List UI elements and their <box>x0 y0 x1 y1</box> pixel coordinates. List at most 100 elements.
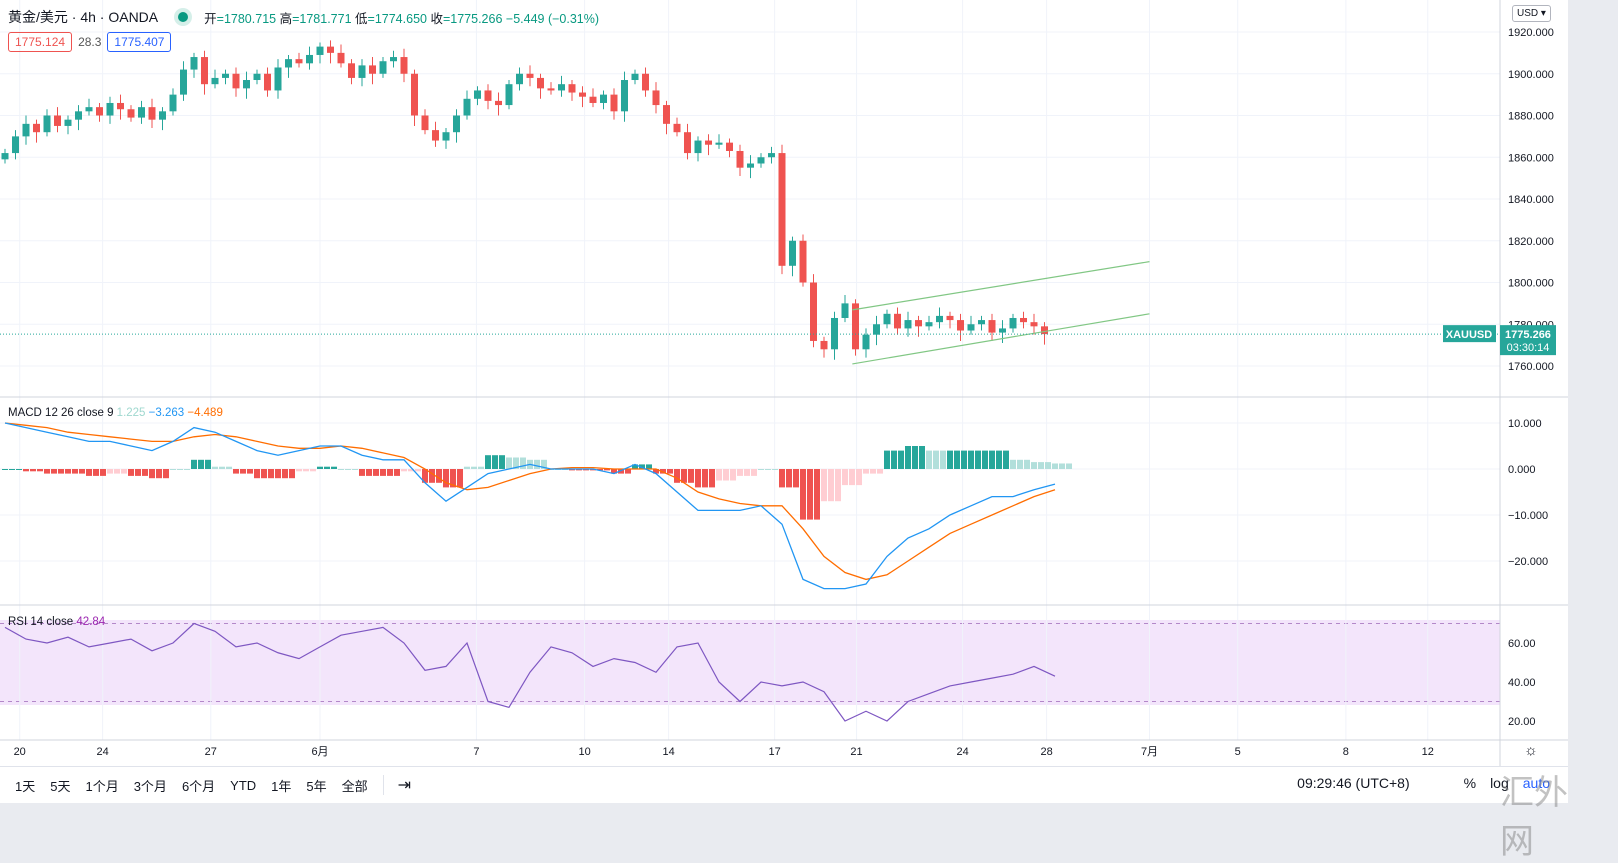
candle-body <box>138 107 145 118</box>
candle-body <box>222 73 229 78</box>
macd-histogram-bar <box>751 469 757 476</box>
candle-body <box>1020 317 1027 323</box>
last-price-value: 1775.266 <box>1505 329 1551 341</box>
symbol-title[interactable]: 黄金/美元 · 4h · OANDA <box>8 9 159 25</box>
macd-histogram-bar <box>408 469 414 472</box>
macd-histogram-bar <box>513 457 519 469</box>
macd-histogram-bar <box>954 450 960 469</box>
candle-body <box>684 132 691 154</box>
channel-trendline <box>852 261 1150 311</box>
candle-body <box>169 94 177 112</box>
time-axis-label: 10 <box>578 746 590 758</box>
macd-histogram-bar <box>226 466 232 469</box>
macd-histogram-bar <box>177 469 183 470</box>
macd-histogram-bar <box>849 469 855 486</box>
rsi-legend: RSI 14 close 42.84 <box>8 616 106 628</box>
range-5d[interactable]: 5天 <box>50 778 71 794</box>
macd-histogram-bar <box>373 469 379 476</box>
market-open-icon <box>178 12 189 22</box>
range-1d[interactable]: 1天 <box>15 778 36 794</box>
candle-body <box>810 282 817 341</box>
macd-histogram-bar <box>380 469 386 476</box>
time-axis-label: 14 <box>662 746 674 758</box>
macd-histogram-bar <box>492 455 498 469</box>
candle-body <box>768 153 775 158</box>
timezone-clock[interactable]: 09:29:46 (UTC+8) <box>1297 775 1410 791</box>
macd-histogram-bar <box>926 450 932 469</box>
candle-body <box>1030 322 1038 327</box>
candle-body <box>547 88 555 91</box>
candle-body <box>705 140 712 145</box>
candle-body <box>75 111 82 120</box>
buy-price-button[interactable]: 1775.407 <box>107 32 172 52</box>
sell-price-button[interactable]: 1775.124 <box>8 32 73 52</box>
auto-toggle[interactable]: auto <box>1522 775 1550 791</box>
range-3m[interactable]: 3个月 <box>133 778 167 794</box>
percent-toggle[interactable]: % <box>1463 775 1477 791</box>
chart-canvas[interactable]: 2024276月71014172124287月58121760.0001780.… <box>0 0 1568 766</box>
bottom-toolbar: 1天 5天 1个月 3个月 6个月 YTD 1年 5年 全部 ⇥ 09:29:4… <box>0 766 1568 803</box>
range-1y[interactable]: 1年 <box>271 778 292 794</box>
macd-histogram-bar <box>338 469 344 470</box>
candle-body <box>978 320 985 325</box>
range-6m[interactable]: 6个月 <box>181 778 216 794</box>
range-all[interactable]: 全部 <box>341 778 368 794</box>
rsi-line <box>4 622 1056 722</box>
time-axis-label: 8 <box>1343 746 1349 758</box>
candle-body <box>64 119 72 126</box>
candle-body <box>358 65 366 78</box>
candle-body <box>505 84 513 106</box>
macd-histogram-bar <box>807 469 813 520</box>
macd-histogram-bar <box>422 469 428 483</box>
macd-histogram-bar <box>331 466 337 469</box>
candle-body <box>631 73 639 81</box>
candle-body <box>1041 326 1048 335</box>
symbol-price-tag <box>1443 325 1496 343</box>
macd-histogram-bar <box>58 469 64 474</box>
macd-histogram-bar <box>1059 463 1065 469</box>
candle-body <box>390 57 397 62</box>
currency-selector[interactable]: USD ▾ <box>1512 5 1551 22</box>
macd-histogram-bar <box>184 469 190 470</box>
macd-histogram-bar <box>765 469 771 470</box>
candle-body <box>789 240 796 266</box>
time-axis-label: 7 <box>473 746 479 758</box>
go-to-date-icon[interactable]: ⇥ <box>382 775 411 795</box>
macd-histogram-bar <box>835 469 841 502</box>
range-5y[interactable]: 5年 <box>306 778 327 794</box>
macd-histogram-bar <box>681 469 687 483</box>
macd-histogram-bar <box>646 464 652 469</box>
macd-histogram-bar <box>604 469 610 471</box>
macd-histogram-bar <box>814 469 820 520</box>
price-axis-label: 1820.000 <box>1508 236 1554 248</box>
macd-histogram-bar <box>457 469 463 488</box>
candle-body <box>642 73 649 91</box>
macd-histogram-bar <box>37 469 43 472</box>
macd-histogram-bar <box>660 469 666 474</box>
macd-histogram-bar <box>891 450 897 469</box>
candle-body <box>264 73 271 91</box>
macd-histogram-bar <box>821 469 827 502</box>
candle-body <box>537 77 544 89</box>
macd-histogram-bar <box>100 469 106 476</box>
macd-histogram-bar <box>842 469 848 486</box>
candle-body <box>274 67 282 91</box>
log-toggle[interactable]: log <box>1490 775 1509 791</box>
candle-body <box>337 52 345 64</box>
candle-body <box>904 320 912 329</box>
macd-histogram-bar <box>898 450 904 469</box>
macd-histogram-bar <box>310 469 316 472</box>
candle-body <box>736 150 744 168</box>
macd-histogram-bar <box>394 469 400 476</box>
macd-histogram-bar <box>702 469 708 488</box>
macd-histogram-bar <box>156 469 162 479</box>
watermark-logo: 汇外网 <box>1500 773 1568 862</box>
candle-body <box>243 80 250 89</box>
range-1m[interactable]: 1个月 <box>85 778 119 794</box>
candle-body <box>673 123 681 133</box>
macd-histogram-bar <box>982 450 988 469</box>
macd-histogram-bar <box>996 450 1002 469</box>
macd-axis-label: −10.000 <box>1508 510 1548 522</box>
macd-histogram-bar <box>1017 459 1023 469</box>
range-ytd[interactable]: YTD <box>230 777 257 793</box>
